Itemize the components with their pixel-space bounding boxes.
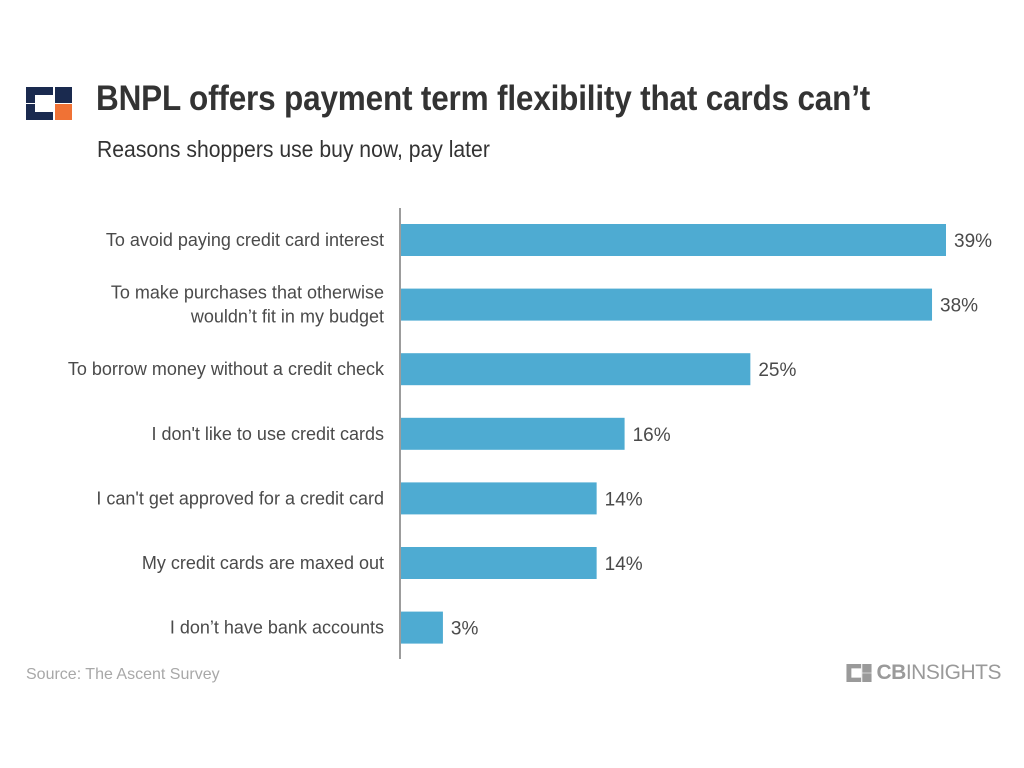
category-label-3: I don't like to use credit cards <box>151 424 384 444</box>
bar-3 <box>401 417 625 450</box>
category-label-1-line-0: To make purchases that otherwise <box>111 283 384 303</box>
cb-insights-mark-icon <box>846 664 873 682</box>
value-label-4: 14% <box>605 489 643 510</box>
chart-subtitle: Reasons shoppers use buy now, pay later <box>97 136 490 162</box>
value-label-2: 25% <box>758 360 796 381</box>
bar-1 <box>401 288 933 321</box>
category-label-5: My credit cards are maxed out <box>142 553 384 573</box>
category-label-1-line-1: wouldn’t fit in my budget <box>190 307 384 327</box>
value-label-5: 14% <box>605 554 643 575</box>
brand-insights-text: INSIGHTS <box>905 661 1002 684</box>
bar-4 <box>401 482 597 515</box>
bar-6 <box>401 611 443 644</box>
brand-cb-text: CB <box>876 661 906 684</box>
source-note: Source: The Ascent Survey <box>26 666 220 683</box>
category-label-6: I don’t have bank accounts <box>170 618 384 638</box>
bars-layer: 39% To avoid paying credit card interest 3… <box>68 224 992 644</box>
value-label-6: 3% <box>451 619 479 640</box>
bar-0 <box>401 224 946 256</box>
value-label-0: 39% <box>954 231 992 252</box>
cb-insights-wordmark: CB INSIGHTS <box>846 661 1002 685</box>
value-label-1: 38% <box>940 296 978 317</box>
value-label-3: 16% <box>633 425 671 446</box>
chart-title: BNPL offers payment term flexibility tha… <box>96 79 871 118</box>
category-label-0: To avoid paying credit card interest <box>106 230 384 250</box>
cb-insights-logo-icon <box>26 87 72 120</box>
category-label-2: To borrow money without a credit check <box>68 359 385 379</box>
bar-2 <box>401 353 751 386</box>
category-label-4: I can't get approved for a credit card <box>96 488 384 508</box>
bar-5 <box>401 547 597 579</box>
